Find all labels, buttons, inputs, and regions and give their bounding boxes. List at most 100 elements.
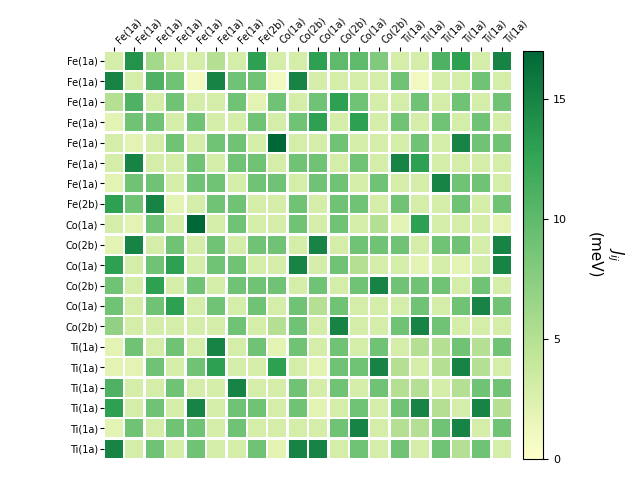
Bar (248, 276, 266, 295)
Bar (371, 420, 388, 437)
Bar (146, 133, 164, 152)
Bar (371, 113, 388, 131)
Bar (431, 236, 450, 253)
Bar (166, 195, 184, 213)
Bar (412, 154, 429, 172)
Bar (309, 399, 327, 417)
Bar (412, 379, 429, 396)
Bar (125, 52, 143, 70)
Bar (146, 338, 164, 356)
Bar (187, 174, 205, 192)
Bar (371, 93, 388, 111)
Bar (412, 420, 429, 437)
Bar (289, 399, 307, 417)
Bar (268, 72, 286, 90)
Bar (309, 317, 327, 336)
Bar (371, 216, 388, 233)
Bar (289, 174, 307, 192)
Bar (207, 93, 225, 111)
Bar (228, 276, 246, 295)
Bar (330, 379, 348, 396)
Bar (105, 174, 123, 192)
Bar (166, 256, 184, 274)
Bar (493, 399, 511, 417)
Bar (431, 297, 450, 315)
Bar (289, 236, 307, 253)
Bar (166, 358, 184, 376)
Bar (350, 93, 368, 111)
Bar (391, 52, 409, 70)
Bar (472, 216, 490, 233)
Bar (309, 93, 327, 111)
Bar (452, 174, 470, 192)
Y-axis label: $J_{ij}$
(meV): $J_{ij}$ (meV) (588, 232, 626, 278)
Bar (472, 317, 490, 336)
Bar (371, 379, 388, 396)
Bar (187, 317, 205, 336)
Bar (248, 93, 266, 111)
Bar (452, 133, 470, 152)
Bar (330, 93, 348, 111)
Bar (289, 256, 307, 274)
Bar (452, 317, 470, 336)
Bar (350, 113, 368, 131)
Bar (268, 420, 286, 437)
Bar (472, 195, 490, 213)
Bar (248, 72, 266, 90)
Bar (472, 72, 490, 90)
Bar (412, 256, 429, 274)
Bar (268, 113, 286, 131)
Bar (309, 338, 327, 356)
Bar (371, 195, 388, 213)
Bar (289, 195, 307, 213)
Bar (146, 440, 164, 458)
Bar (391, 93, 409, 111)
Bar (125, 338, 143, 356)
Bar (431, 420, 450, 437)
Bar (248, 420, 266, 437)
Bar (187, 52, 205, 70)
Bar (452, 276, 470, 295)
Bar (125, 216, 143, 233)
Bar (330, 420, 348, 437)
Bar (452, 440, 470, 458)
Bar (166, 154, 184, 172)
Bar (228, 195, 246, 213)
Bar (289, 379, 307, 396)
Bar (391, 256, 409, 274)
Bar (207, 52, 225, 70)
Bar (146, 216, 164, 233)
Bar (207, 297, 225, 315)
Bar (350, 276, 368, 295)
Bar (228, 216, 246, 233)
Bar (105, 338, 123, 356)
Bar (207, 216, 225, 233)
Bar (207, 154, 225, 172)
Bar (125, 440, 143, 458)
Bar (228, 72, 246, 90)
Bar (412, 113, 429, 131)
Bar (105, 317, 123, 336)
Bar (431, 93, 450, 111)
Bar (472, 113, 490, 131)
Bar (228, 154, 246, 172)
Bar (309, 195, 327, 213)
Bar (350, 195, 368, 213)
Bar (105, 276, 123, 295)
Bar (289, 72, 307, 90)
Bar (371, 440, 388, 458)
Bar (268, 93, 286, 111)
Bar (452, 358, 470, 376)
Bar (289, 113, 307, 131)
Bar (268, 154, 286, 172)
Bar (146, 297, 164, 315)
Bar (268, 216, 286, 233)
Bar (187, 358, 205, 376)
Bar (187, 195, 205, 213)
Bar (371, 358, 388, 376)
Bar (493, 174, 511, 192)
Bar (330, 358, 348, 376)
Bar (207, 276, 225, 295)
Bar (412, 297, 429, 315)
Bar (391, 174, 409, 192)
